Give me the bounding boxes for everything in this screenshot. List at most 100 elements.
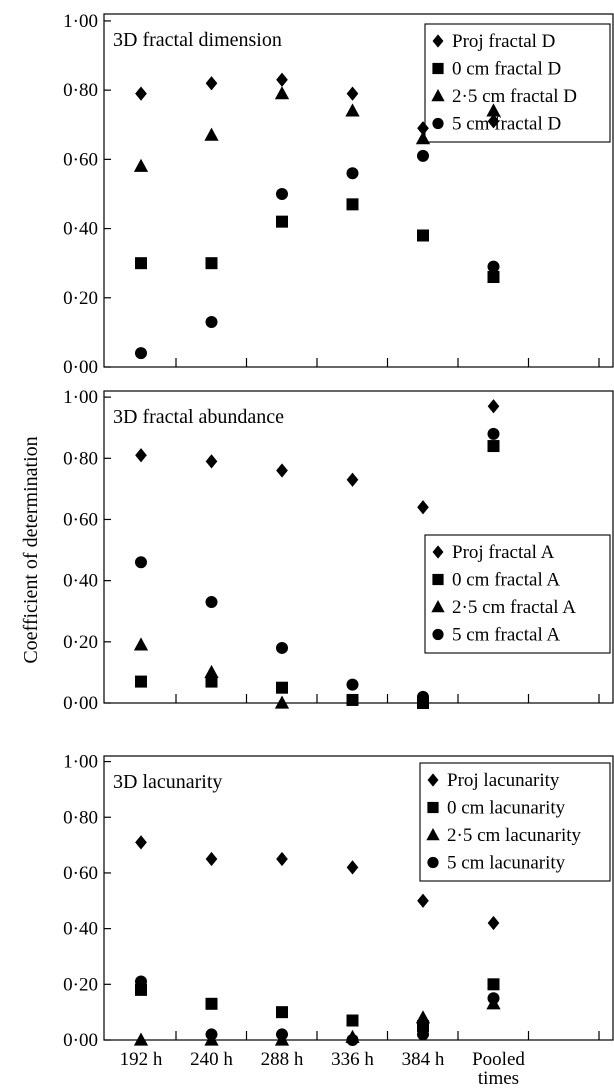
- data-point-diamond: [346, 86, 359, 101]
- y-tick-label: 0·20: [63, 288, 98, 309]
- y-tick-label: 0·00: [63, 1030, 98, 1051]
- legend-marker-square: [432, 62, 444, 75]
- x-tick-label: 240 h: [190, 1049, 233, 1070]
- data-point-circle: [346, 167, 359, 180]
- legend-marker-square: [432, 573, 444, 586]
- data-point-square: [135, 675, 147, 688]
- data-point-square: [205, 257, 218, 270]
- legend-entry: 2·5 cm fractal D: [452, 86, 577, 107]
- data-point-triangle: [486, 103, 501, 117]
- y-tick-label: 1·00: [63, 387, 98, 408]
- y-tick-label: 0·20: [63, 974, 98, 995]
- data-point-square: [417, 1020, 429, 1033]
- data-point-square: [346, 1014, 359, 1027]
- legend-marker-triangle: [431, 600, 445, 613]
- data-point-diamond: [135, 86, 147, 101]
- legend-marker-triangle: [431, 89, 445, 102]
- data-point-triangle: [274, 86, 290, 100]
- data-point-diamond: [346, 472, 359, 487]
- data-point-circle: [487, 992, 500, 1005]
- data-point-circle: [487, 260, 500, 273]
- data-point-diamond: [276, 463, 288, 478]
- panel-title: 3D fractal abundance: [113, 406, 284, 428]
- y-tick-label: 0·80: [63, 807, 98, 828]
- legend-entry: 0 cm fractal D: [452, 59, 561, 80]
- data-point-triangle: [415, 131, 431, 145]
- data-point-diamond: [276, 851, 288, 867]
- data-point-diamond: [417, 500, 429, 515]
- panel-title: 3D lacunarity: [113, 771, 222, 793]
- legend-entry: 2·5 cm lacunarity: [447, 825, 582, 846]
- data-point-square: [487, 978, 500, 991]
- data-point-circle: [417, 149, 429, 162]
- data-point-square: [135, 257, 147, 270]
- data-point-square: [346, 693, 359, 706]
- y-tick-label: 0·80: [63, 448, 98, 469]
- x-tick-label: 384 h: [402, 1049, 445, 1070]
- data-point-square: [346, 198, 359, 211]
- data-point-diamond: [205, 454, 218, 469]
- y-tick-label: 0·60: [63, 863, 98, 884]
- legend-marker-diamond: [432, 34, 444, 48]
- legend-box: [424, 534, 611, 654]
- data-point-diamond: [276, 72, 288, 87]
- y-tick-label: 0·40: [63, 571, 98, 592]
- data-point-square: [487, 440, 500, 453]
- legend-entry: 0 cm fractal A: [452, 570, 560, 591]
- y-tick-label: 1·00: [63, 11, 98, 32]
- data-point-diamond: [487, 399, 500, 414]
- data-point-circle: [135, 347, 147, 360]
- data-point-circle: [135, 556, 147, 569]
- data-point-triangle: [204, 127, 219, 141]
- legend-entry: Proj lacunarity: [447, 770, 560, 791]
- data-point-triangle: [133, 1032, 149, 1046]
- data-point-square: [276, 1006, 288, 1019]
- legend-marker-circle: [427, 856, 439, 869]
- x-tick-label: 288 h: [261, 1049, 304, 1070]
- data-point-triangle: [345, 103, 360, 117]
- data-point-circle: [487, 427, 500, 440]
- data-point-triangle: [133, 158, 149, 172]
- x-tick-label: times: [478, 1068, 519, 1089]
- legend-box: [419, 762, 611, 882]
- legend-entry: 5 cm fractal A: [452, 625, 560, 646]
- data-point-diamond: [205, 76, 218, 91]
- legend-marker-circle: [432, 628, 444, 641]
- x-tick-label: 336 h: [331, 1049, 374, 1070]
- x-tick-label: Pooled: [472, 1049, 525, 1070]
- data-point-triangle: [415, 1010, 431, 1024]
- data-point-circle: [205, 596, 218, 609]
- x-tick-label: 192 h: [120, 1049, 163, 1070]
- data-point-circle: [205, 316, 218, 329]
- y-tick-label: 0·40: [63, 919, 98, 940]
- data-point-square: [276, 681, 288, 694]
- data-point-triangle: [133, 637, 149, 651]
- data-point-circle: [276, 1028, 288, 1041]
- data-point-diamond: [417, 893, 429, 908]
- legend-entry: 5 cm fractal D: [452, 114, 561, 135]
- y-tick-label: 1·00: [63, 752, 98, 773]
- data-point-diamond: [487, 114, 500, 129]
- data-point-circle: [346, 1034, 359, 1046]
- y-tick-label: 0·60: [63, 509, 98, 530]
- data-point-circle: [417, 690, 429, 703]
- legend-marker-circle: [432, 117, 444, 130]
- legend-entry: 2·5 cm fractal A: [452, 597, 576, 618]
- panel-2: 0·00 0·20 0·40 0·60 0·80 1·00 3D fractal abund…: [63, 387, 614, 714]
- legend-box: [424, 23, 611, 143]
- legend-entry: Proj fractal D: [452, 31, 555, 52]
- data-point-square: [276, 215, 288, 228]
- panel-3: 0·00 0·20 0·40 0·60 0·80 1·00 3D lacunarity Pro…: [63, 752, 614, 1051]
- y-tick-label: 0·00: [63, 693, 98, 714]
- data-point-square: [205, 675, 218, 688]
- legend-entry: 0 cm lacunarity: [447, 798, 566, 819]
- y-tick-label: 0·40: [63, 219, 98, 240]
- legend-marker-triangle: [426, 828, 440, 841]
- data-point-diamond: [135, 835, 147, 850]
- data-point-diamond: [346, 860, 359, 875]
- legend-marker-diamond: [427, 773, 439, 787]
- y-tick-label: 0·20: [63, 632, 98, 653]
- data-point-square: [487, 271, 500, 284]
- data-point-diamond: [205, 851, 218, 867]
